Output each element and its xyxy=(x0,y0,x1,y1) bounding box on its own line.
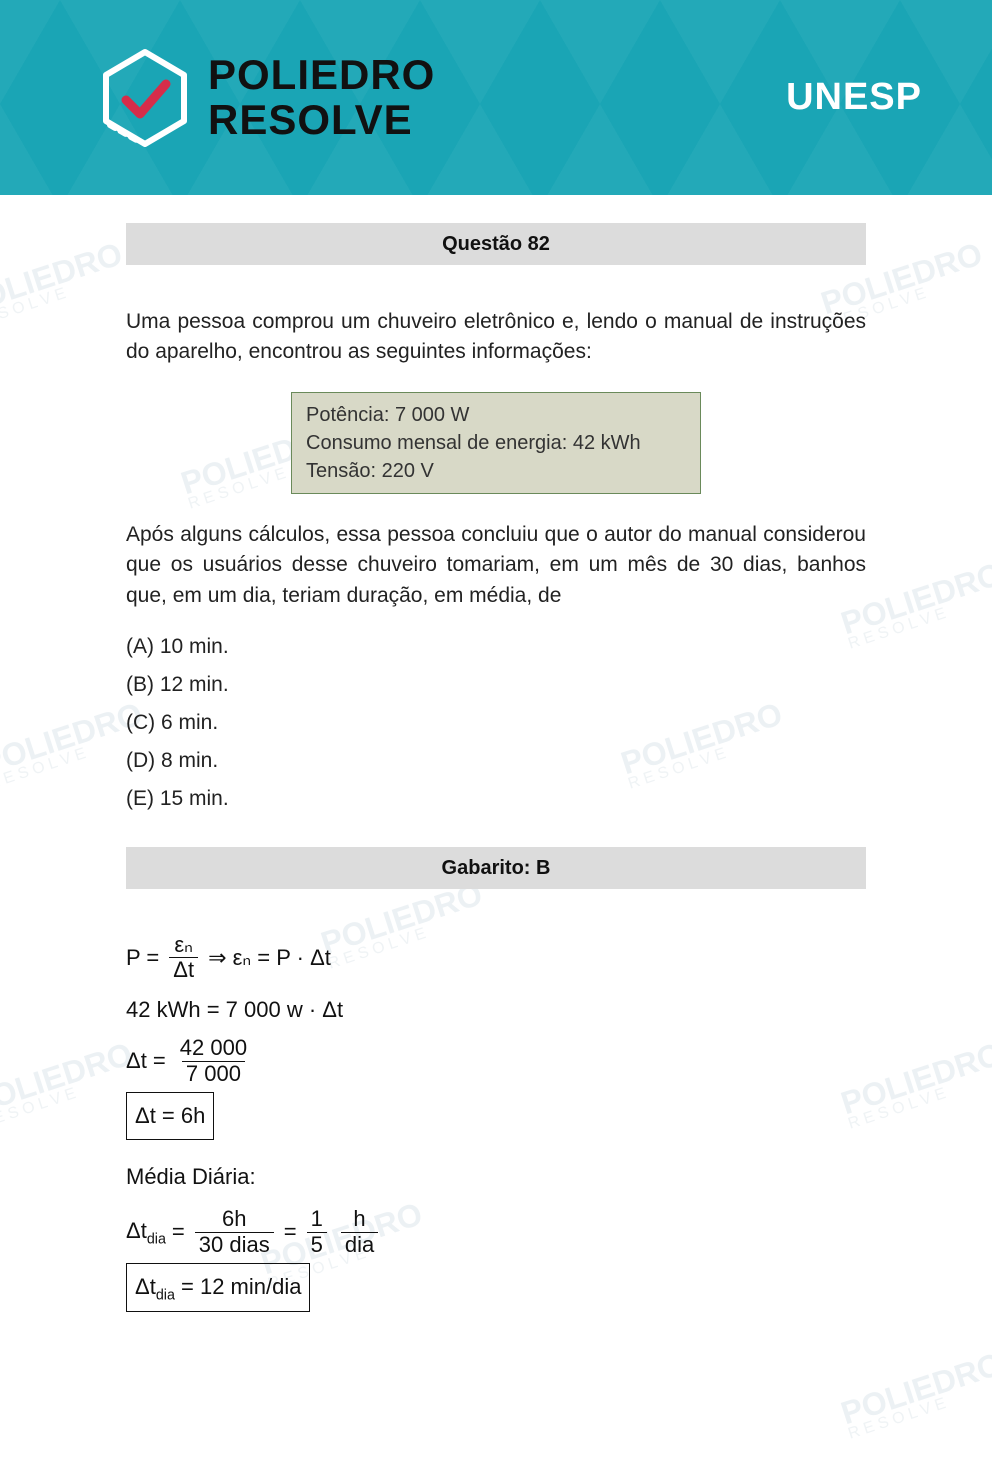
alternative-b: (B) 12 min. xyxy=(126,673,866,697)
media-diaria-label: Média Diária: xyxy=(126,1156,866,1198)
fraction: 42 000 7 000 xyxy=(176,1036,251,1085)
info-line-3: Tensão: 220 V xyxy=(306,457,686,485)
eq-2: 42 kWh = 7 000 w · Δt xyxy=(126,989,866,1031)
brand-line2: RESOLVE xyxy=(208,98,435,142)
info-line-2: Consumo mensal de energia: 42 kWh xyxy=(306,429,686,457)
brand-line1: POLIEDRO xyxy=(208,53,435,97)
fraction: 1 5 xyxy=(307,1207,327,1256)
info-box: Potência: 7 000 W Consumo mensal de ener… xyxy=(291,392,701,494)
brand-logo: POLIEDRO RESOLVE xyxy=(100,48,435,148)
eq-4: Δt = 6h xyxy=(126,1092,866,1140)
fraction: 6h 30 dias xyxy=(195,1207,274,1256)
alternatives-list: (A) 10 min. (B) 12 min. (C) 6 min. (D) 8… xyxy=(126,635,866,811)
alternative-c: (C) 6 min. xyxy=(126,711,866,735)
boxed-result: Δt = 6h xyxy=(126,1092,214,1140)
eq-3: Δt = 42 000 7 000 xyxy=(126,1036,866,1085)
alternative-a: (A) 10 min. xyxy=(126,635,866,659)
question-paragraph-2: Após alguns cálculos, essa pessoa conclu… xyxy=(126,520,866,611)
question-paragraph-1: Uma pessoa comprou um chuveiro eletrônic… xyxy=(126,307,866,368)
question-title: Questão 82 xyxy=(442,233,550,256)
fraction: εₙ Δt xyxy=(169,933,198,982)
alternative-d: (D) 8 min. xyxy=(126,749,866,773)
info-line-1: Potência: 7 000 W xyxy=(306,401,686,429)
content-area: Questão 82 Uma pessoa comprou um chuveir… xyxy=(126,195,866,1358)
answer-title: Gabarito: B xyxy=(442,857,551,880)
page-header: POLIEDRO RESOLVE UNESP xyxy=(0,0,992,195)
alternative-e: (E) 15 min. xyxy=(126,787,866,811)
exam-label: UNESP xyxy=(786,76,922,119)
brand-title: POLIEDRO RESOLVE xyxy=(208,53,435,141)
answer-title-bar: Gabarito: B xyxy=(126,847,866,889)
boxed-result-final: Δtdia = 12 min/dia xyxy=(126,1263,310,1313)
hexagon-check-icon xyxy=(100,48,190,148)
eq-1: P = εₙ Δt ⇒ εₙ = P · Δt xyxy=(126,933,866,982)
eq-5: Δtdia = 6h 30 dias = 1 5 h dia xyxy=(126,1207,866,1256)
question-title-bar: Questão 82 xyxy=(126,223,866,265)
fraction: h dia xyxy=(341,1207,378,1256)
eq-6: Δtdia = 12 min/dia xyxy=(126,1263,866,1313)
solution-math: P = εₙ Δt ⇒ εₙ = P · Δt 42 kWh = 7 000 w… xyxy=(126,933,866,1312)
